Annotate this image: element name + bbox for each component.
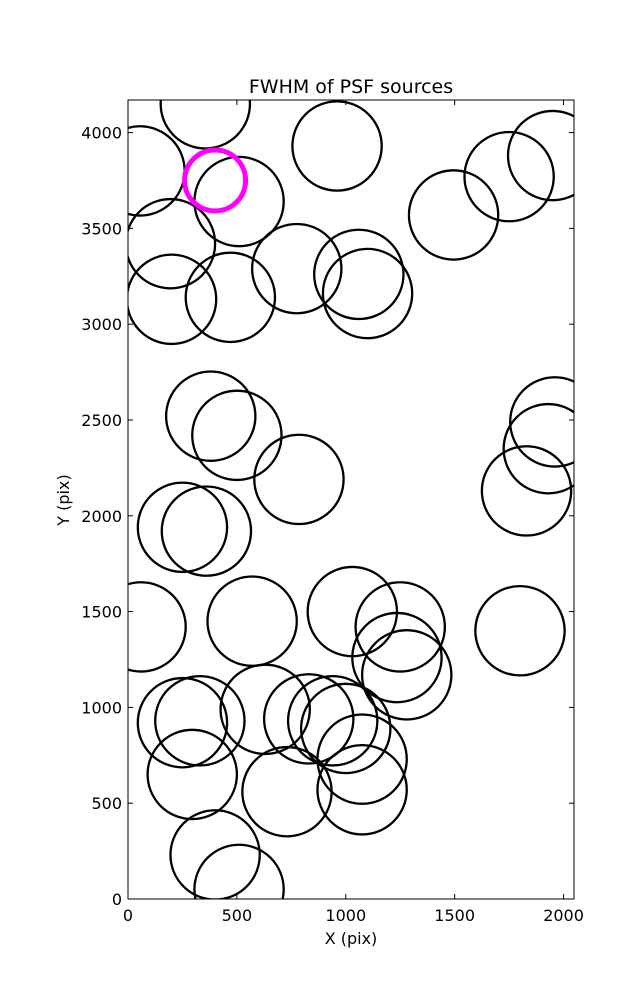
- psf-circle: [146, 728, 239, 821]
- psf-circle: [128, 197, 217, 290]
- y-tick-label: 2500: [81, 411, 122, 430]
- psf-circle: [136, 676, 229, 769]
- psf-circle: [159, 100, 252, 150]
- x-tick-label: 1500: [434, 906, 475, 925]
- psf-circle: [219, 663, 311, 756]
- psf-circle: [184, 251, 277, 344]
- psf-circle: [160, 485, 253, 577]
- psf-circle: [463, 130, 555, 223]
- y-tick-label: 3000: [81, 315, 122, 334]
- psf-circle: [509, 376, 574, 468]
- x-tick-label: 500: [222, 906, 253, 925]
- psf-circle: [480, 445, 573, 537]
- x-tick-label: 0: [123, 906, 133, 925]
- y-tick-label: 1000: [81, 698, 122, 717]
- psf-circle: [169, 809, 261, 899]
- psf-circle: [191, 389, 283, 482]
- psf-circle: [360, 629, 453, 721]
- psf-circle: [316, 743, 408, 836]
- psf-circle: [354, 581, 447, 673]
- y-tick-label: 2000: [81, 507, 122, 526]
- psf-circle: [313, 228, 405, 321]
- chart-title: FWHM of PSF sources: [249, 76, 453, 98]
- y-axis-ticks: 0 500 1000 1500 2000 2500 3000 3500 4000: [81, 124, 574, 909]
- psf-circle: [136, 481, 229, 574]
- psf-circle: [502, 402, 574, 495]
- y-tick-label: 500: [91, 794, 122, 813]
- psf-circle: [351, 611, 443, 704]
- y-tick-label: 4000: [81, 124, 122, 143]
- psf-circle: [291, 100, 383, 192]
- x-axis-ticks: 0 500 1000 1500 2000: [123, 100, 584, 925]
- psf-circle: [407, 169, 500, 261]
- psf-circle: [286, 675, 379, 767]
- y-axis-label: Y (pix): [54, 474, 73, 526]
- psf-circle: [262, 673, 355, 765]
- psf-circle: [164, 370, 257, 462]
- x-axis-label: X (pix): [325, 929, 378, 948]
- psf-circle: [154, 675, 246, 767]
- psf-circle: [206, 575, 298, 667]
- psf-circle: [193, 843, 285, 899]
- psf-circle: [128, 581, 187, 673]
- psf-circle: [474, 584, 566, 677]
- psf-circle: [253, 433, 345, 526]
- psf-circle: [506, 109, 574, 202]
- psf-circle: [128, 253, 218, 346]
- psf-circle: [250, 222, 343, 315]
- y-tick-label: 3500: [81, 219, 122, 238]
- plot-frame: [127, 99, 575, 900]
- highlighted-psf-circle: [182, 147, 249, 214]
- x-tick-label: 1000: [325, 906, 366, 925]
- psf-circle: [306, 565, 399, 658]
- y-tick-label: 0: [112, 890, 122, 909]
- psf-circle: [299, 682, 392, 775]
- psf-circle: [321, 247, 414, 340]
- x-tick-label: 2000: [543, 906, 584, 925]
- circle-markers: [128, 100, 574, 899]
- psf-circle: [241, 745, 333, 838]
- y-tick-label: 1500: [81, 603, 122, 622]
